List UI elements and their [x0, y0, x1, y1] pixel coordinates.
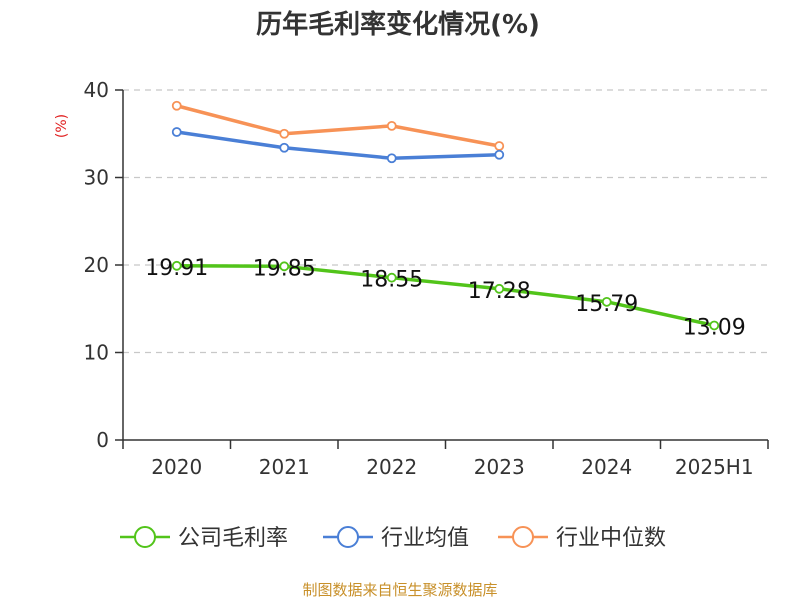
data-label: 19.85 [253, 256, 316, 281]
data-label: 17.28 [468, 279, 531, 304]
data-point [171, 127, 182, 137]
data-point [494, 149, 505, 160]
legend-label: 行业均值 [381, 526, 469, 551]
series-group: 19.91 19.85 18.55 17.28 15.79 13.09 [145, 100, 746, 340]
x-tick-label: 2022 [366, 455, 417, 479]
data-point [386, 272, 397, 283]
legend: 公司毛利率 行业均值 行业中位数 [120, 526, 666, 551]
x-tick-label: 2021 [259, 455, 310, 479]
source-note: 制图数据来自恒生聚源数据库 [302, 581, 497, 599]
series-line [176, 264, 715, 328]
y-tick-label: 0 [96, 428, 109, 452]
data-point [386, 153, 397, 164]
x-tick-label: 2024 [581, 455, 632, 479]
x-tick-label: 2025H1 [675, 455, 754, 479]
x-tick-label: 2020 [151, 455, 202, 479]
y-tick-label: 40 [84, 78, 109, 102]
data-point [494, 283, 505, 294]
data-point [601, 296, 612, 307]
series-line [176, 130, 500, 160]
legend-label: 行业中位数 [556, 526, 666, 551]
y-tick-label: 10 [84, 341, 109, 365]
legend-marker [337, 526, 359, 548]
data-point [279, 128, 290, 139]
data-point [171, 260, 182, 271]
x-tick-label: 2023 [474, 455, 525, 479]
data-point [386, 120, 397, 131]
legend-label: 公司毛利率 [178, 526, 288, 551]
data-point [279, 261, 290, 272]
legend-marker [512, 526, 534, 548]
data-point [171, 100, 182, 111]
legend-marker [134, 526, 156, 548]
grid-lines [123, 89, 768, 354]
data-label: 19.91 [145, 256, 208, 281]
y-tick-label: 30 [84, 166, 109, 190]
data-label: 13.09 [683, 315, 746, 340]
data-label: 15.79 [575, 292, 638, 317]
data-point [494, 141, 505, 151]
data-point [279, 142, 290, 153]
axes: 0 10 20 30 40 2020 2021 2022 2023 2024 2025H1 [84, 78, 769, 479]
data-point [709, 320, 720, 331]
chart-title: 历年毛利率变化情况(%) [256, 9, 540, 40]
y-axis-label: (%) [54, 114, 70, 138]
series-line [176, 104, 500, 148]
y-tick-label: 20 [84, 253, 109, 277]
data-label: 18.55 [360, 268, 423, 293]
